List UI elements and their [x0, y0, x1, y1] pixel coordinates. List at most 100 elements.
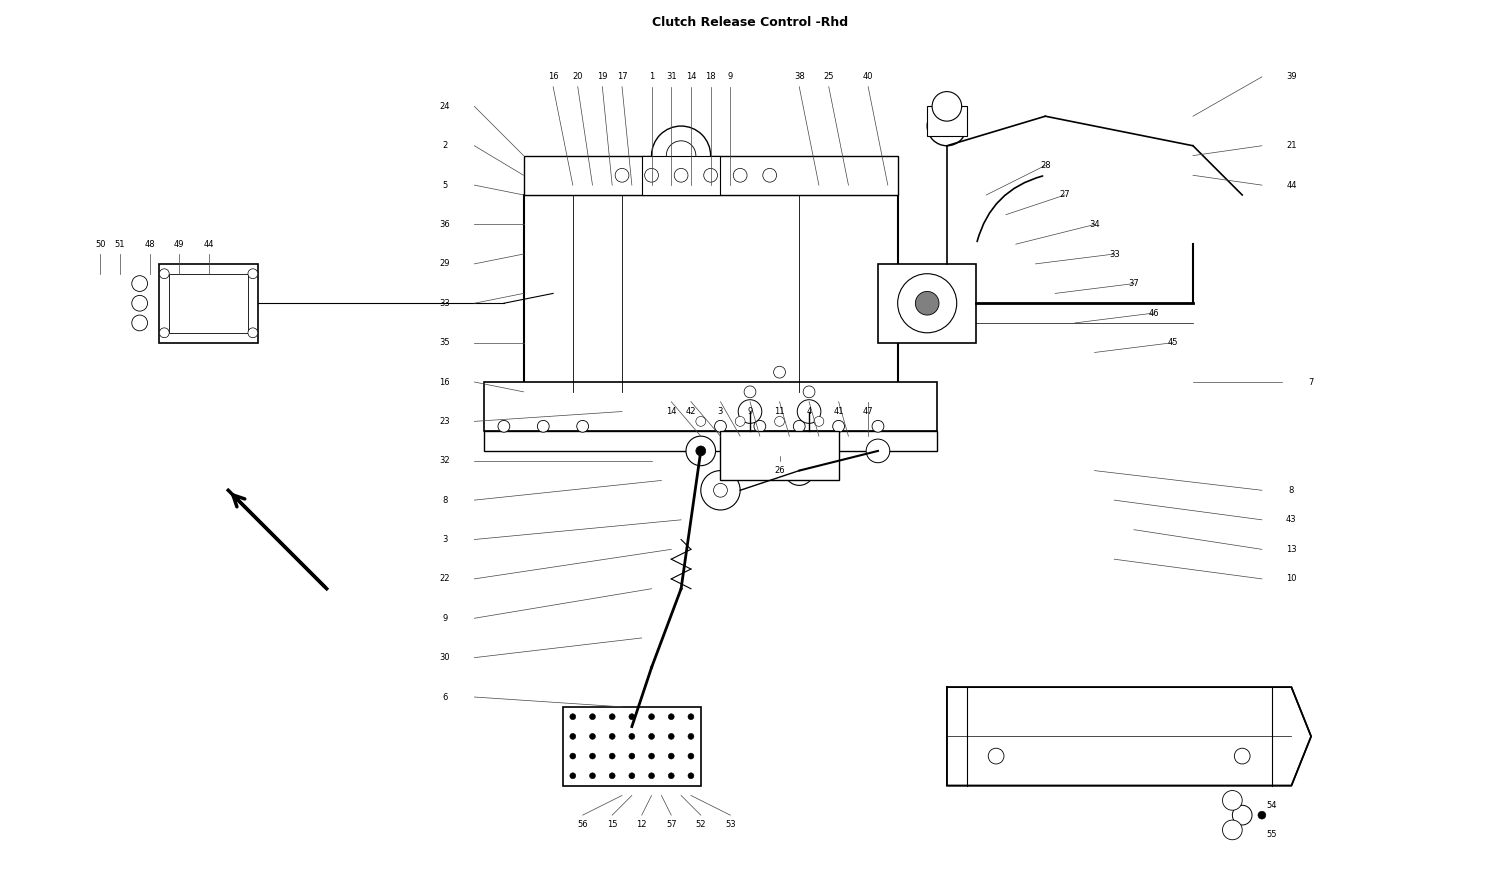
Text: 4: 4	[807, 407, 812, 416]
Circle shape	[988, 748, 1004, 764]
Circle shape	[132, 315, 147, 331]
Circle shape	[1222, 790, 1242, 810]
Text: 24: 24	[440, 102, 450, 110]
Circle shape	[915, 291, 939, 315]
Circle shape	[754, 421, 766, 432]
Text: 7: 7	[1308, 378, 1314, 387]
Circle shape	[688, 753, 694, 759]
Bar	[720, 431, 839, 480]
Text: 37: 37	[1128, 279, 1140, 288]
Bar	[484, 431, 938, 451]
Bar	[524, 156, 897, 195]
Text: Clutch Release Control -Rhd: Clutch Release Control -Rhd	[652, 16, 847, 29]
Circle shape	[735, 416, 746, 426]
Text: 46: 46	[1149, 308, 1160, 317]
Text: 51: 51	[114, 240, 125, 249]
Circle shape	[784, 456, 814, 486]
Text: 26: 26	[774, 466, 784, 475]
Text: 27: 27	[1059, 191, 1071, 200]
Text: 44: 44	[1286, 181, 1296, 190]
Circle shape	[688, 733, 694, 740]
Bar	[524, 195, 897, 392]
Circle shape	[774, 366, 786, 378]
Text: 9: 9	[728, 72, 734, 81]
Text: 2: 2	[442, 142, 447, 151]
Text: 53: 53	[724, 821, 735, 830]
Circle shape	[871, 421, 883, 432]
Circle shape	[615, 168, 628, 182]
Circle shape	[628, 714, 634, 720]
Circle shape	[774, 416, 784, 426]
Circle shape	[938, 116, 957, 136]
Bar	[642, 156, 720, 195]
Text: 20: 20	[573, 72, 584, 81]
Circle shape	[666, 141, 696, 170]
Text: 41: 41	[834, 407, 844, 416]
Circle shape	[815, 416, 824, 426]
Circle shape	[590, 772, 596, 779]
Bar	[562, 707, 700, 786]
Circle shape	[714, 421, 726, 432]
Circle shape	[628, 733, 634, 740]
Text: 11: 11	[774, 407, 784, 416]
Circle shape	[576, 421, 588, 432]
Circle shape	[132, 275, 147, 291]
Text: 6: 6	[442, 692, 447, 701]
Circle shape	[696, 446, 705, 456]
Text: 45: 45	[1168, 338, 1179, 347]
Circle shape	[1234, 748, 1250, 764]
Circle shape	[744, 386, 756, 397]
Circle shape	[669, 733, 674, 740]
Text: 5: 5	[442, 181, 447, 190]
Text: 22: 22	[440, 575, 450, 584]
Text: 3: 3	[718, 407, 723, 416]
Circle shape	[498, 421, 510, 432]
Circle shape	[927, 106, 966, 146]
Circle shape	[537, 421, 549, 432]
Bar	[927, 106, 966, 136]
Text: 14: 14	[666, 407, 676, 416]
Text: 30: 30	[440, 653, 450, 662]
Text: 13: 13	[1286, 545, 1296, 554]
Text: 42: 42	[686, 407, 696, 416]
Bar	[170, 274, 248, 332]
Circle shape	[590, 714, 596, 720]
Circle shape	[696, 416, 705, 426]
Circle shape	[802, 386, 814, 397]
Circle shape	[609, 714, 615, 720]
Text: 36: 36	[440, 220, 450, 229]
Text: 16: 16	[548, 72, 558, 81]
Circle shape	[590, 753, 596, 759]
Circle shape	[700, 470, 740, 510]
Text: 56: 56	[578, 821, 588, 830]
Circle shape	[159, 269, 170, 279]
Text: 33: 33	[1108, 249, 1119, 258]
Circle shape	[609, 772, 615, 779]
Text: 48: 48	[144, 240, 154, 249]
Text: 19: 19	[597, 72, 608, 81]
Circle shape	[132, 296, 147, 311]
Circle shape	[674, 168, 688, 182]
Circle shape	[714, 484, 728, 497]
Bar	[878, 264, 977, 343]
Text: 40: 40	[862, 72, 873, 81]
Text: 38: 38	[794, 72, 804, 81]
Circle shape	[570, 714, 576, 720]
Circle shape	[570, 753, 576, 759]
Text: 9: 9	[442, 614, 447, 623]
Text: 29: 29	[440, 259, 450, 268]
Text: 32: 32	[440, 456, 450, 465]
Circle shape	[686, 437, 716, 466]
Text: 18: 18	[705, 72, 716, 81]
Circle shape	[932, 92, 962, 121]
Text: 39: 39	[1286, 72, 1296, 81]
Text: 15: 15	[608, 821, 618, 830]
Text: 8: 8	[1288, 486, 1294, 495]
Bar	[159, 264, 258, 343]
Text: 44: 44	[204, 240, 214, 249]
Text: 55: 55	[1266, 830, 1276, 839]
Circle shape	[734, 168, 747, 182]
Circle shape	[248, 269, 258, 279]
Circle shape	[764, 168, 777, 182]
Circle shape	[704, 168, 717, 182]
